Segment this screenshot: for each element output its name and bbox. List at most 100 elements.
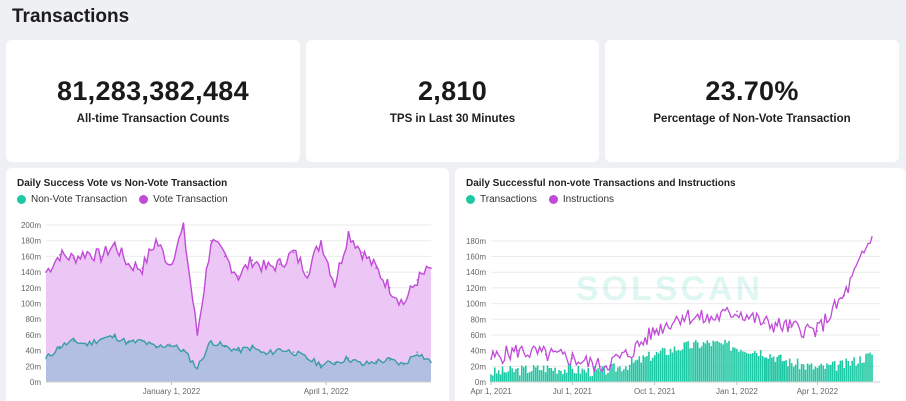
nonvote-point — [223, 345, 226, 348]
transactions-bar — [655, 351, 658, 382]
transactions-bar — [648, 351, 650, 382]
transactions-bar — [636, 359, 639, 382]
transactions-bar — [785, 360, 787, 382]
x-tick-label: Apr 1, 2021 — [470, 387, 512, 396]
legend-item-nonvote[interactable]: Non-Vote Transaction — [17, 194, 127, 205]
nonvote-point — [141, 340, 144, 342]
vote-point — [141, 267, 144, 269]
transactions-bar — [546, 365, 549, 382]
transactions-bar — [665, 354, 668, 382]
vote-vs-nonvote-chart[interactable]: 0m20m40m60m80m100m120m140m160m180m200mSO… — [6, 168, 449, 401]
transactions-bar — [638, 356, 641, 382]
transactions-bar — [650, 360, 652, 382]
y-tick-label: 40m — [25, 347, 41, 356]
instructions-point — [599, 365, 601, 368]
transactions-bar — [869, 352, 871, 382]
nonvote-point — [375, 360, 377, 363]
y-tick-label: 180m — [21, 237, 41, 246]
transactions-bar — [867, 353, 869, 382]
nonvote-point — [72, 340, 75, 342]
x-tick-label: Apr 1, 2022 — [797, 387, 839, 396]
transactions-bar — [767, 358, 769, 382]
transactions-bar — [683, 342, 686, 382]
transactions-bar — [781, 361, 784, 382]
transactions-bar — [755, 353, 758, 382]
y-tick-label: 160m — [21, 252, 41, 261]
stat-value-total: 81,283,382,484 — [57, 75, 249, 106]
transactions-bar — [530, 371, 533, 382]
transactions-bar — [841, 360, 844, 382]
transactions-bar — [571, 368, 574, 382]
transactions-bar — [798, 369, 801, 382]
y-tick-label: 0m — [475, 378, 486, 387]
transactions-bar — [591, 375, 593, 382]
legend-item-vote[interactable]: Vote Transaction — [139, 194, 228, 205]
legend-item-transactions[interactable]: Transactions — [466, 194, 537, 205]
nonvote-point — [196, 367, 199, 369]
y-tick-label: 0m — [30, 378, 41, 387]
instructions-point — [843, 294, 846, 297]
transactions-bar — [497, 370, 500, 382]
nonvote-point — [251, 346, 254, 349]
transactions-bar — [554, 367, 556, 382]
transactions-bar — [835, 370, 838, 382]
vote-point — [58, 254, 61, 256]
nonvote-point — [361, 363, 364, 366]
transactions-bar — [496, 373, 498, 382]
transactions-bar — [740, 349, 742, 382]
transactions-bar — [714, 341, 716, 382]
transactions-bar — [501, 366, 504, 382]
transactions-bar — [830, 364, 832, 382]
vote-point — [278, 263, 281, 266]
transactions-bar — [778, 355, 780, 382]
transactions-bar — [661, 347, 664, 382]
transactions-bar — [691, 348, 693, 382]
stat-label-tps: TPS in Last 30 Minutes — [389, 112, 516, 125]
vote-point — [113, 243, 116, 246]
nonvote-point — [320, 363, 322, 366]
transactions-bar — [581, 368, 584, 382]
page-title: Transactions — [12, 6, 130, 27]
transactions-bar — [548, 368, 551, 382]
transactions-bar — [523, 367, 525, 382]
nonvote-point — [86, 343, 89, 346]
vote-point — [430, 267, 432, 269]
instructions-point — [763, 322, 766, 324]
transactions-bar — [595, 369, 597, 382]
transactions-bar — [696, 342, 699, 382]
transactions-bar — [732, 347, 734, 382]
transactions-bar — [865, 353, 867, 382]
transactions-bar — [685, 341, 687, 382]
nonvote-point — [45, 357, 47, 360]
transactions-bar — [677, 349, 680, 382]
transactions-bar — [788, 358, 791, 382]
nonvote-point — [292, 351, 295, 353]
y-tick-label: 120m — [21, 284, 41, 293]
transactions-bar — [752, 353, 754, 382]
instructions-point — [627, 353, 629, 356]
transactions-instructions-chart[interactable]: 0m 20m 40m 60m 80m 100m 120m 140m 160m 180m SOLSCA… — [455, 168, 906, 401]
legend-label: Non-Vote Transaction — [31, 194, 128, 205]
transactions-bar — [525, 365, 527, 382]
transactions-bar — [613, 363, 615, 382]
legend-item-instructions[interactable]: Instructions — [548, 194, 614, 205]
transactions-bar — [810, 363, 813, 382]
transactions-bar — [800, 364, 803, 382]
y-tick-label: 60m — [25, 331, 41, 340]
transactions-bar — [599, 370, 601, 382]
transactions-bar — [839, 360, 842, 382]
vote-point — [127, 263, 130, 266]
instructions-point — [681, 314, 684, 317]
transactions-bar — [849, 365, 851, 382]
transactions-bar — [824, 368, 826, 382]
vote-point — [155, 239, 157, 242]
nonvote-point — [168, 343, 171, 346]
y-tick-label: 100m — [21, 300, 41, 309]
x-tick-label: Jul 1, 2021 — [553, 387, 593, 396]
transactions-bar — [597, 368, 599, 382]
transactions-bar — [519, 375, 521, 382]
nonvote-point — [210, 340, 212, 342]
transactions-bar — [724, 339, 726, 382]
vote-point — [265, 267, 267, 269]
transactions-bar — [646, 356, 648, 382]
